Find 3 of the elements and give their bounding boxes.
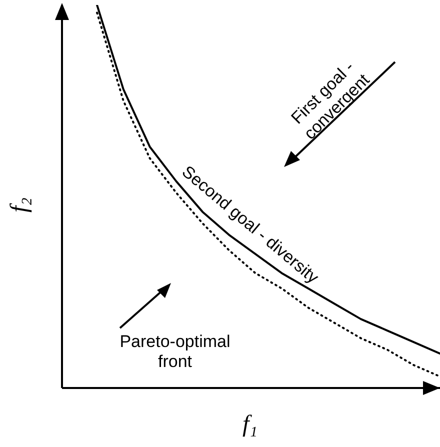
y-axis-title: f₂	[6, 197, 34, 213]
annotation: Pareto-optimal front	[118, 332, 232, 372]
x-axis-title: f₁	[242, 412, 258, 438]
